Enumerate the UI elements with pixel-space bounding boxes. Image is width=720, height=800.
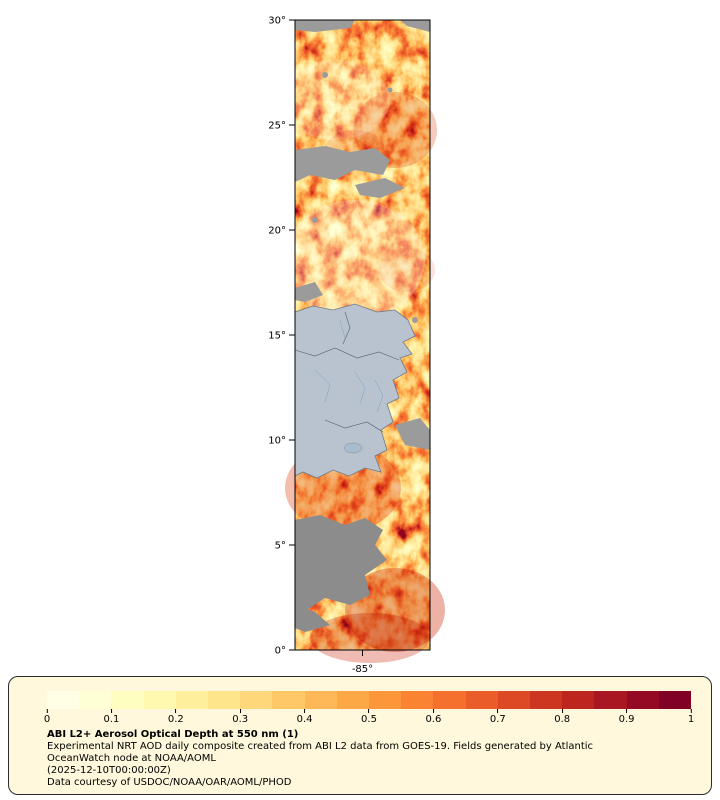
colorbar-tick-label: 0.6 — [425, 714, 442, 725]
colorbar — [47, 691, 692, 709]
colorbar-segment — [175, 691, 209, 709]
colorbar-tickmark — [690, 709, 692, 713]
colorbar-tick: 0.2 — [168, 709, 184, 725]
colorbar-segment — [240, 691, 273, 709]
colorbar-tickmark — [110, 709, 112, 713]
colorbar-tick: 0.8 — [554, 709, 570, 725]
colorbar-tickmark — [432, 709, 434, 713]
colorbar-tick: 0.1 — [103, 709, 119, 725]
colorbar-tick-label: 0 — [43, 714, 51, 725]
lat-tick-label: 25° — [268, 121, 286, 132]
colorbar-segment — [433, 691, 466, 709]
legend-timestamp: (2025-12-10T00:00:00Z) — [47, 765, 171, 776]
colorbar-segment — [497, 691, 531, 709]
colorbar-tick-label: 0.7 — [489, 714, 506, 725]
colorbar-ticks: 0 0.1 0.2 0.3 0.4 0.5 0.6 0.7 0.8 0.9 1 — [44, 709, 694, 726]
landmass — [294, 303, 416, 479]
colorbar-tick-label: 0.4 — [296, 714, 313, 725]
lat-tick-label: 30° — [268, 16, 286, 27]
colorbar-tick: 0.3 — [232, 709, 248, 725]
colorbar-segment — [47, 691, 80, 709]
lat-tick-label: 20° — [268, 226, 286, 237]
colorbar-tick: 0.6 — [425, 709, 441, 725]
colorbar-segment — [401, 691, 434, 709]
colorbar-tickmark — [626, 709, 628, 713]
colorbar-tickmark — [497, 709, 499, 713]
lat-tick-label: 0° — [275, 646, 286, 657]
colorbar-tick-label: 0.5 — [361, 714, 377, 725]
lat-tick-label: 10° — [268, 436, 286, 447]
latitude-axis: 30° 25° 20° 15° 10° 5° 0° — [268, 16, 295, 657]
colorbar-segment — [626, 691, 659, 709]
colorbar-tickmark — [175, 709, 177, 713]
colorbar-segment — [465, 691, 498, 709]
colorbar-tick: 0 — [44, 709, 50, 725]
colorbar-segment — [208, 691, 241, 709]
legend-description: Experimental NRT AOD daily composite cre… — [47, 741, 594, 764]
colorbar-tick: 0.5 — [361, 709, 377, 725]
colorbar-segment — [562, 691, 595, 709]
lat-tick-label: 15° — [268, 331, 286, 342]
legend-box: 0 0.1 0.2 0.3 0.4 0.5 0.6 0.7 0.8 0.9 1 ABI L2+ Ae… — [8, 676, 712, 795]
colorbar-tick: 0.4 — [297, 709, 313, 725]
colorbar-tick-label: 0.3 — [232, 714, 249, 725]
legend-title: ABI L2+ Aerosol Optical Depth at 550 nm … — [47, 729, 299, 740]
colorbar-tickmark — [239, 709, 241, 713]
colorbar-segment — [336, 691, 370, 709]
colorbar-segment — [594, 691, 627, 709]
colorbar-tickmark — [304, 709, 306, 713]
colorbar-tick-label: 1 — [687, 714, 695, 725]
colorbar-segment — [658, 691, 692, 709]
colorbar-tick: 0.7 — [490, 709, 506, 725]
colorbar-segment — [143, 691, 176, 709]
land-polygon — [294, 303, 416, 479]
colorbar-segment — [272, 691, 305, 709]
colorbar-tickmark — [368, 709, 370, 713]
colorbar-tickmark — [561, 709, 563, 713]
colorbar-segment — [79, 691, 112, 709]
colorbar-tick: 0.9 — [619, 709, 635, 725]
colorbar-tick-label: 0.1 — [103, 714, 120, 725]
lake — [343, 442, 363, 454]
longitude-axis: -85° — [352, 650, 373, 675]
colorbar-segment — [111, 691, 144, 709]
colorbar-tickmark — [46, 709, 48, 713]
colorbar-segment — [530, 691, 563, 709]
colorbar-tick-label: 0.2 — [167, 714, 184, 725]
lat-tick-label: 5° — [275, 541, 286, 552]
colorbar-segment — [369, 691, 402, 709]
missing-data-patches — [295, 20, 430, 632]
colorbar-tick-label: 0.9 — [618, 714, 635, 725]
colorbar-tick: 1 — [688, 709, 694, 725]
map-panel: 30° 25° 20° 15° 10° 5° 0° -85° — [268, 16, 445, 675]
lon-tick-label: -85° — [352, 664, 373, 675]
colorbar-tick-label: 0.8 — [554, 714, 571, 725]
country-borders — [294, 311, 400, 433]
rivers — [314, 319, 384, 413]
colorbar-segment — [304, 691, 337, 709]
legend-courtesy: Data courtesy of USDOC/NOAA/OAR/AOML/PHO… — [47, 777, 292, 788]
aod-map: 30° 25° 20° 15° 10° 5° 0° -85° — [268, 16, 445, 675]
